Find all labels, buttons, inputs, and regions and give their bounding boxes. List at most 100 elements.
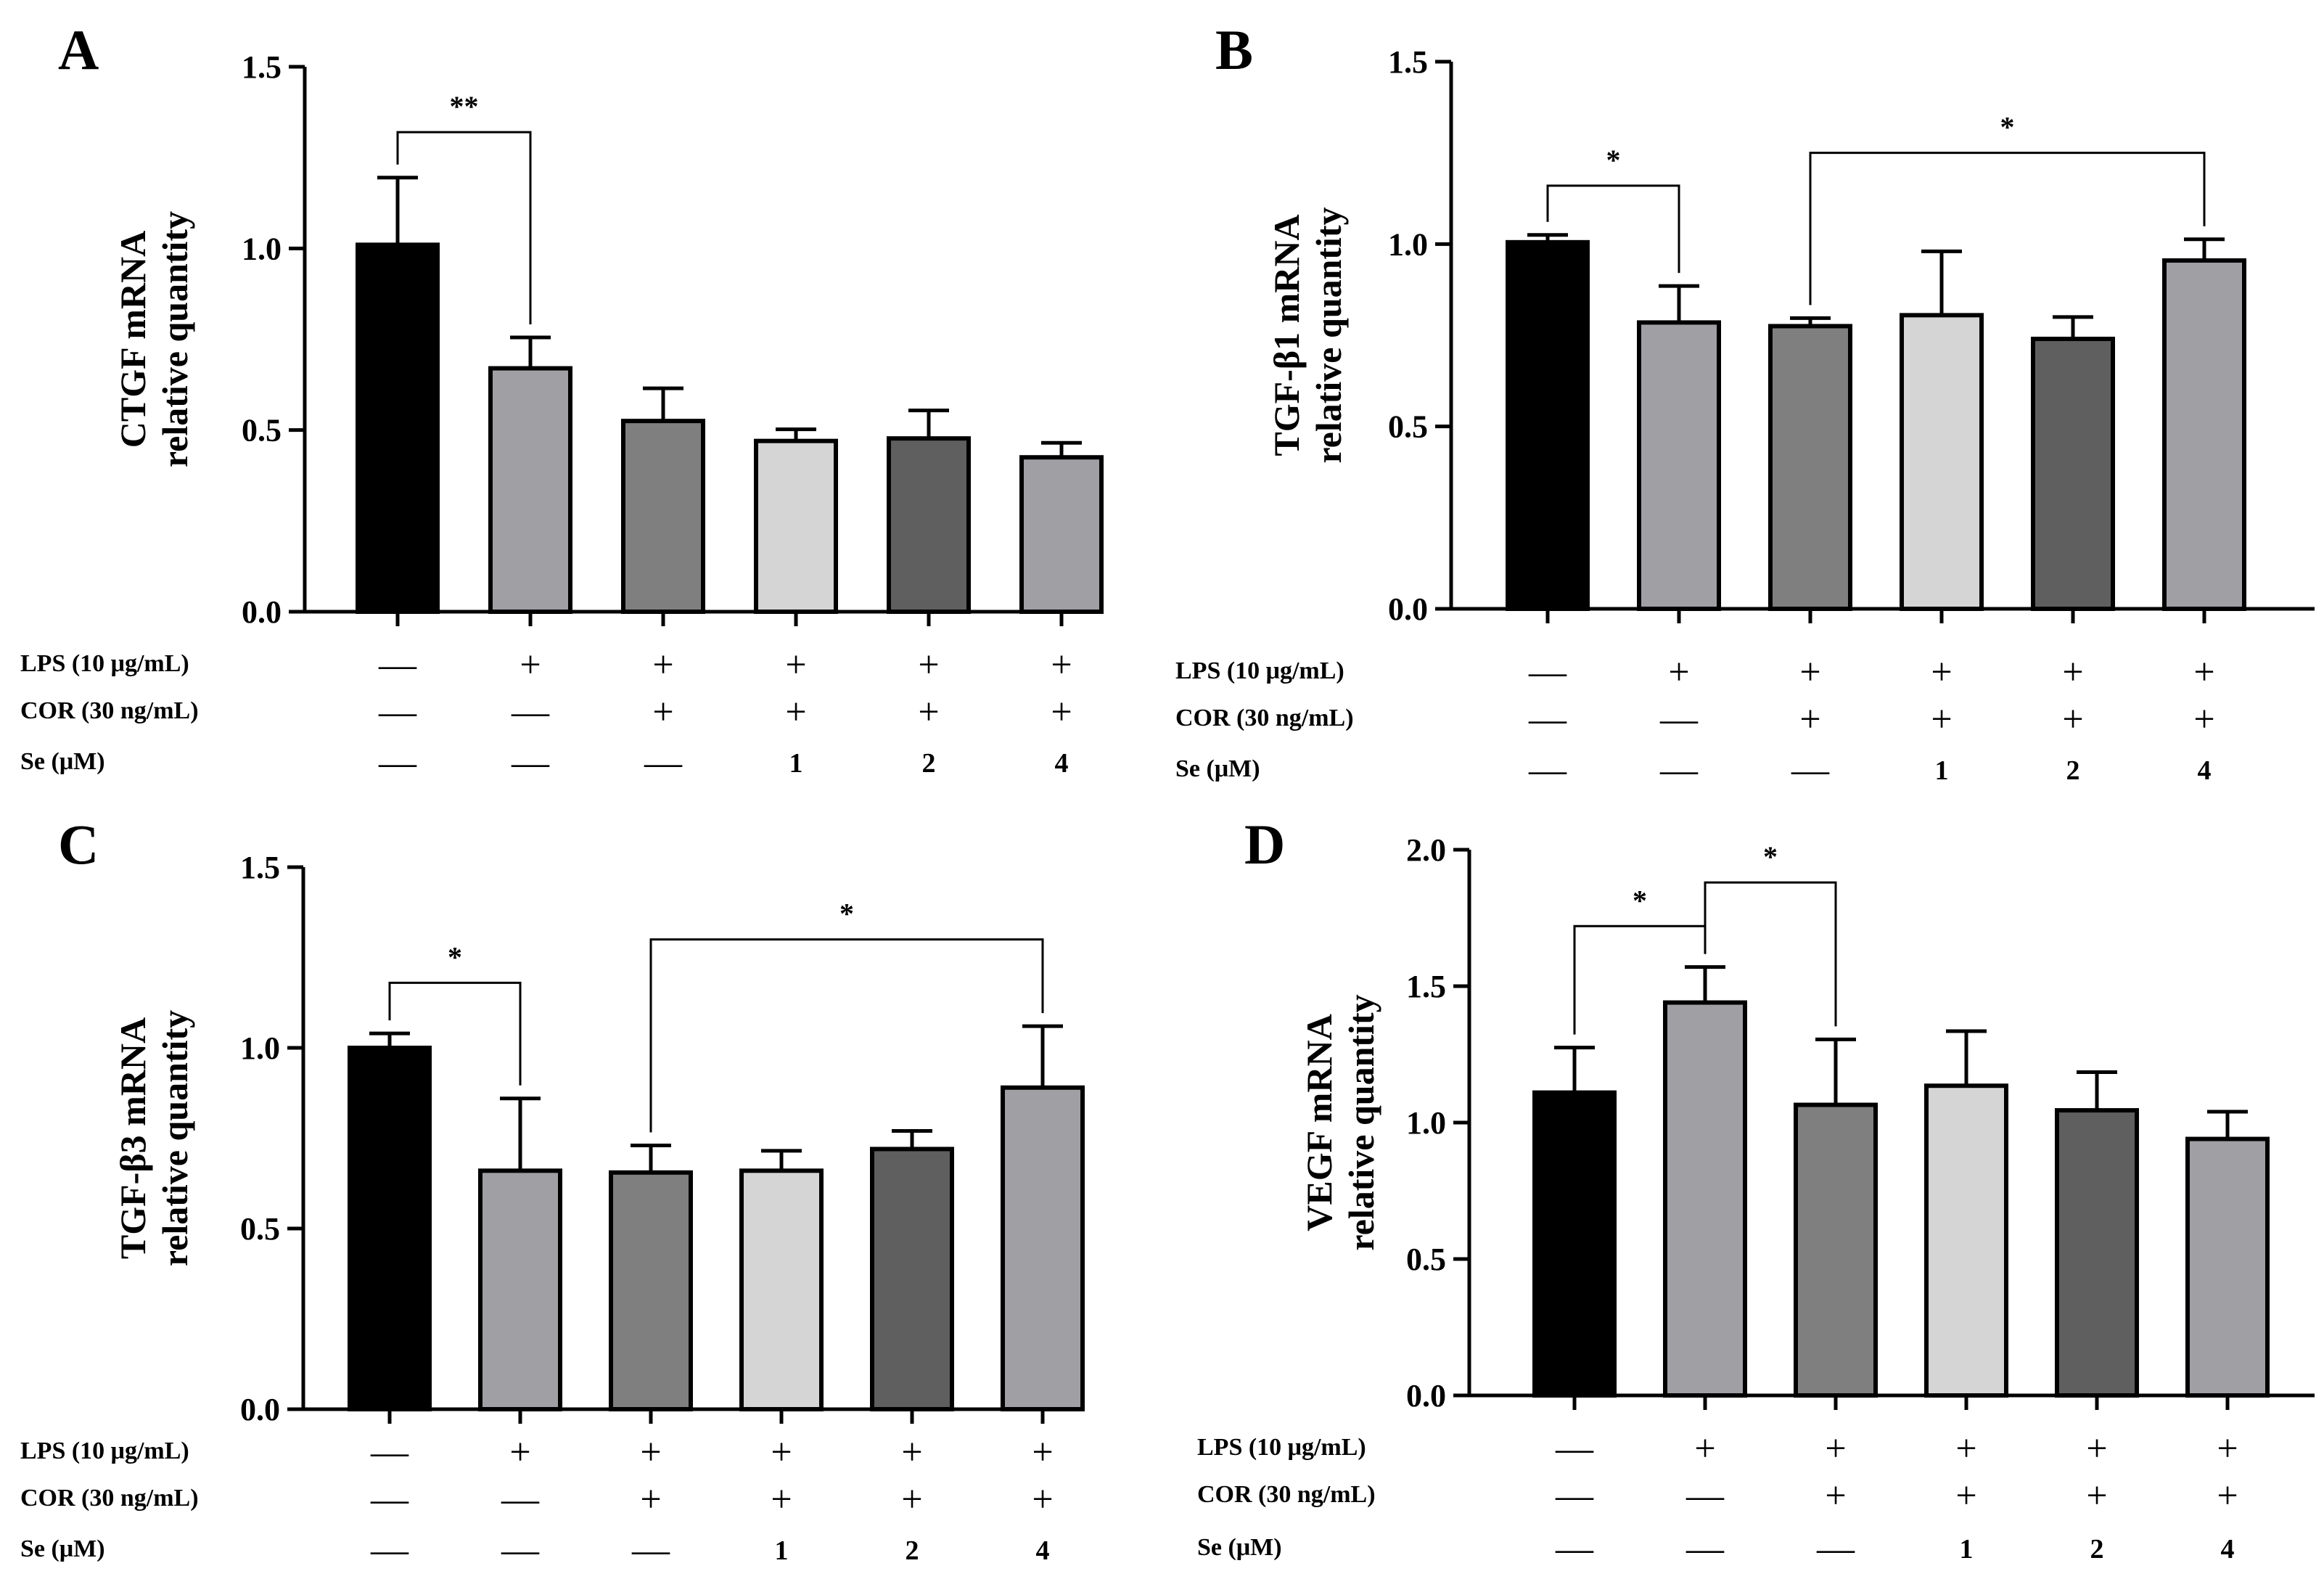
y-tick-label: 1.0 (1406, 1105, 1446, 1141)
condition-value: — (1659, 699, 1699, 740)
bar (1637, 320, 1721, 611)
condition-value: + (520, 644, 541, 686)
condition-value: — (511, 692, 550, 733)
condition-value: + (1668, 652, 1689, 693)
significance-bracket (396, 131, 532, 324)
y-axis-label-line2: relative quantity (1341, 994, 1381, 1250)
condition-value: + (652, 644, 673, 686)
chart-panel-a: A 0.0 0.5 1.0 1.5 CTGF mRNA relative quantity *… (20, 18, 1104, 784)
bar (1900, 313, 1984, 611)
significance-bracket (1809, 152, 2206, 305)
condition-value: + (1931, 699, 1952, 740)
y-tick-label: 1.0 (1388, 226, 1428, 262)
condition-value: + (918, 644, 939, 686)
condition-value: — (1685, 1528, 1725, 1570)
condition-value: — (1791, 750, 1830, 791)
significance-label: * (839, 898, 854, 930)
y-tick-label: 1.5 (1388, 44, 1428, 80)
condition-value: 4 (2221, 1534, 2235, 1565)
condition-label: COR (30 ng/mL) (20, 697, 199, 724)
condition-value: 1 (1935, 755, 1949, 786)
bar (1506, 239, 1590, 611)
bar (478, 1168, 562, 1411)
condition-label: LPS (10 μg/mL) (1197, 1434, 1366, 1461)
condition-label: LPS (10 μg/mL) (1175, 657, 1344, 684)
bar (887, 436, 971, 614)
y-tick-label: 0.5 (242, 413, 282, 448)
y-axis-label-line2: relative quantity (1308, 207, 1349, 463)
condition-value: + (771, 1479, 792, 1520)
y-tick-label: 1.0 (242, 231, 282, 266)
significance-label: * (1606, 144, 1621, 176)
condition-value: — (1555, 1528, 1594, 1570)
condition-value: + (918, 692, 939, 733)
condition-value: — (1528, 750, 1567, 791)
y-tick-label: 1.0 (240, 1030, 280, 1066)
y-tick-label: 0.0 (240, 1392, 280, 1427)
condition-value: + (771, 1432, 792, 1473)
bar (621, 419, 705, 615)
condition-value: + (1799, 699, 1820, 740)
condition-value: 4 (1055, 748, 1069, 779)
condition-value: + (1825, 1428, 1846, 1469)
significance-label: * (2000, 111, 2015, 144)
condition-label: Se (μM) (20, 1535, 105, 1562)
condition-value: 1 (775, 1535, 789, 1566)
condition-value: 2 (2090, 1534, 2104, 1565)
bar (1924, 1083, 2008, 1398)
significance-label: ** (450, 90, 479, 123)
bar (1001, 1085, 1085, 1412)
bar (356, 242, 440, 614)
condition-label: LPS (10 μg/mL) (20, 1438, 189, 1464)
chart-panel-d: D 0.0 0.5 1.0 1.5 2.0 VEGF mRNA relative quanti… (1197, 813, 2315, 1570)
condition-label: COR (30 ng/mL) (20, 1485, 199, 1512)
bar (1019, 455, 1104, 615)
y-tick-label: 1.5 (240, 850, 280, 885)
significance-bracket (388, 981, 522, 1086)
bar (739, 1168, 824, 1411)
bar (1794, 1102, 1878, 1398)
condition-value: 2 (2066, 755, 2080, 786)
significance-label: * (1633, 884, 1647, 916)
condition-value: + (1931, 652, 1952, 693)
condition-value: — (644, 742, 683, 784)
y-axis-label-line1: TGF-β3 mRNA (112, 1017, 153, 1259)
panel-letter: C (58, 813, 99, 876)
condition-value: + (652, 692, 673, 733)
chart-panel-c: C 0.0 0.5 1.0 1.5 TGF-β3 mRNA relative quantit… (20, 813, 1085, 1571)
condition-value: 2 (906, 1535, 919, 1566)
panel-letter: B (1215, 18, 1253, 81)
condition-value: — (370, 1432, 409, 1473)
panel-letter: D (1244, 813, 1285, 876)
condition-value: + (1032, 1479, 1053, 1520)
bar (2185, 1136, 2270, 1398)
condition-value: — (378, 742, 417, 784)
y-tick-label: 0.5 (240, 1211, 280, 1247)
condition-value: + (2086, 1475, 2107, 1517)
bar (2055, 1108, 2139, 1398)
condition-label: Se (μM) (1197, 1534, 1282, 1561)
condition-value: — (631, 1530, 670, 1571)
bar (1768, 324, 1852, 611)
bar (1532, 1090, 1617, 1398)
bar (609, 1170, 693, 1412)
condition-value: — (501, 1530, 540, 1571)
condition-value: — (501, 1479, 540, 1520)
condition-value: + (1955, 1428, 1976, 1469)
y-axis-label-line2: relative quantity (155, 211, 195, 467)
y-axis-label-line1: CTGF mRNA (112, 231, 153, 448)
condition-value: + (640, 1432, 661, 1473)
condition-label: Se (μM) (1175, 755, 1260, 782)
condition-value: — (1555, 1475, 1594, 1517)
condition-value: + (2062, 652, 2083, 693)
condition-label: LPS (10 μg/mL) (20, 650, 189, 677)
y-tick-label: 0.5 (1388, 409, 1428, 445)
condition-value: 4 (1036, 1535, 1050, 1566)
condition-value: — (1685, 1475, 1725, 1517)
condition-value: + (2217, 1475, 2238, 1517)
condition-label: Se (μM) (20, 748, 105, 775)
significance-bracket (1546, 184, 1680, 274)
significance-label: * (448, 940, 462, 973)
y-tick-label: 1.5 (1406, 969, 1446, 1004)
